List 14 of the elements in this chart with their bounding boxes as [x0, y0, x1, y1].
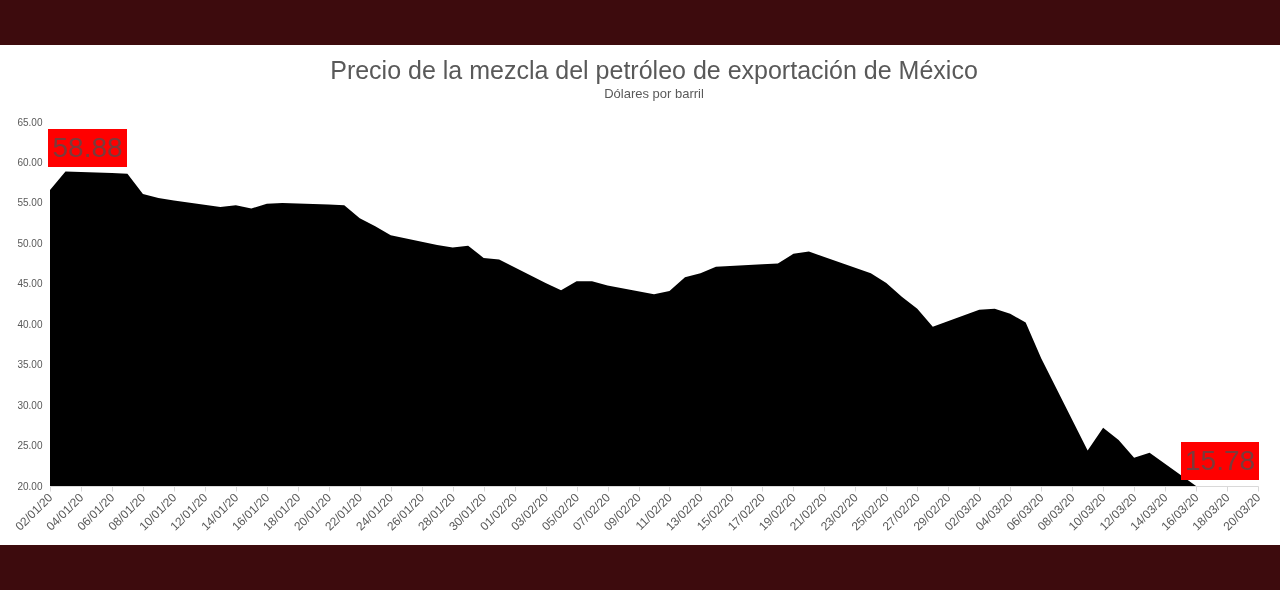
y-tick-label: 20.00 — [17, 480, 43, 492]
value-note: 15.78 — [1181, 442, 1260, 480]
y-tick-label: 35.00 — [17, 359, 43, 371]
chart-title: Precio de la mezcla del petróleo de exportación de México — [330, 56, 978, 84]
y-tick-label: 45.00 — [17, 278, 43, 290]
y-tick-label: 65.00 — [17, 116, 43, 128]
y-tick-label: 60.00 — [17, 156, 43, 168]
y-tick-label: 40.00 — [17, 318, 43, 330]
y-tick-label: 25.00 — [17, 440, 43, 452]
y-tick-label: 30.00 — [17, 399, 43, 411]
value-note: 58.88 — [48, 128, 127, 167]
y-tick-label: 55.00 — [17, 197, 43, 209]
y-tick-label: 50.00 — [17, 237, 43, 249]
chart-subtitle: Dólares por barril — [604, 86, 704, 101]
